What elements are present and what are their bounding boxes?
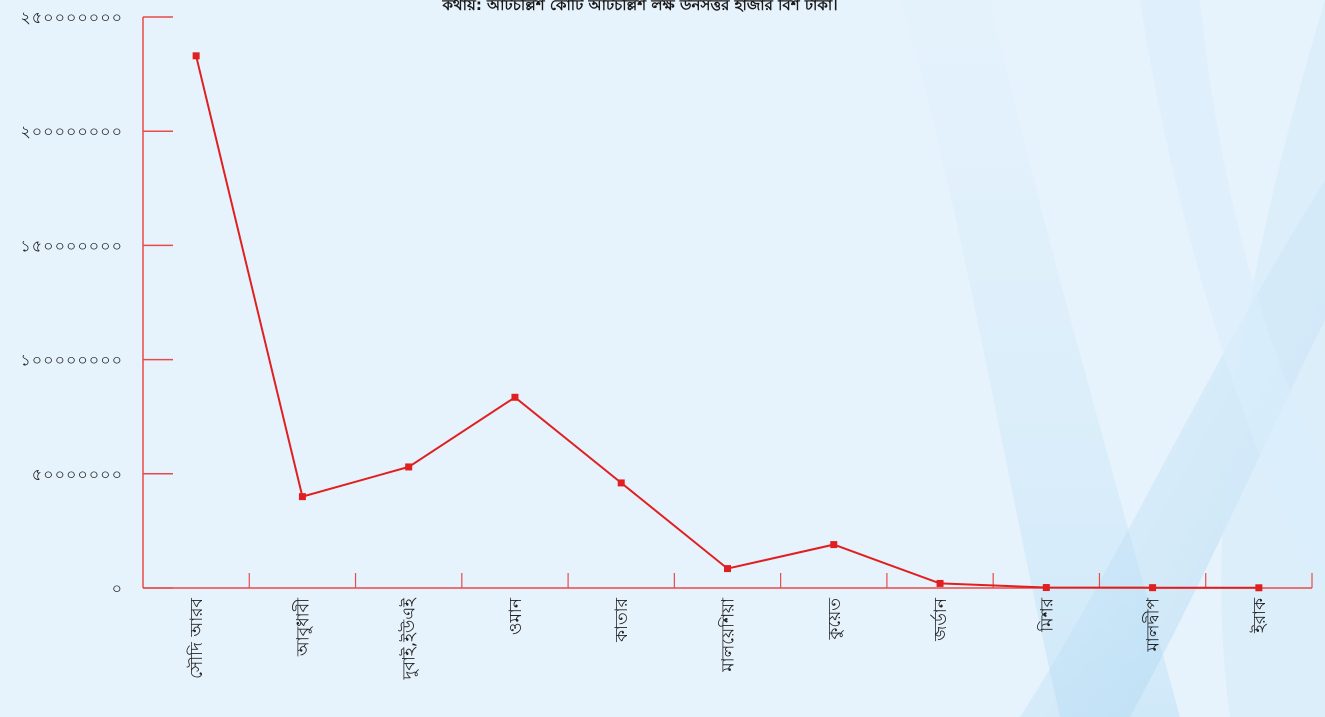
series-line [195,55,1259,589]
data-point [405,463,413,471]
x-tick-label: দুবাই,ইউএই [399,597,420,681]
chart-title: কথায়: আটচল্লিশ কোটি আটচল্লিশ লক্ষ উনসত্… [442,0,838,14]
data-point [724,565,731,573]
x-tick-label: মালদ্বীপ [1143,598,1164,653]
x-tick-label: জর্ডান [930,597,951,642]
data-point [192,52,200,60]
y-tick-label: ০ [112,579,123,598]
y-tick-label: ১৫০০০০০০০ [20,236,123,255]
data-point [830,541,838,549]
data-point [617,479,625,487]
x-tick-label: ইরাক [1250,597,1270,634]
data-point [1149,584,1157,592]
y-tick-label: ২০০০০০০০০ [20,122,123,141]
y-tick-label: ১০০০০০০০০ [20,351,123,370]
x-tick-label: মিশর [1036,597,1057,632]
x-tick-label: সৌদি আরব [186,597,207,678]
y-tick-label: ৫০০০০০০০ [32,465,123,484]
x-tick-label: কুয়েত [825,598,845,641]
y-tick-label: ২৫০০০০০০০ [20,8,123,27]
x-tick-label: ওমান [506,597,526,635]
data-point [936,579,944,587]
data-point [1255,584,1263,592]
data-point [1042,584,1050,592]
x-tick-label: মালয়েশিয়া [718,597,739,673]
x-tick-label: আবুধাবী [292,597,313,657]
data-point [511,393,519,401]
data-point [298,493,306,501]
x-tick-label: কাতার [612,597,632,643]
